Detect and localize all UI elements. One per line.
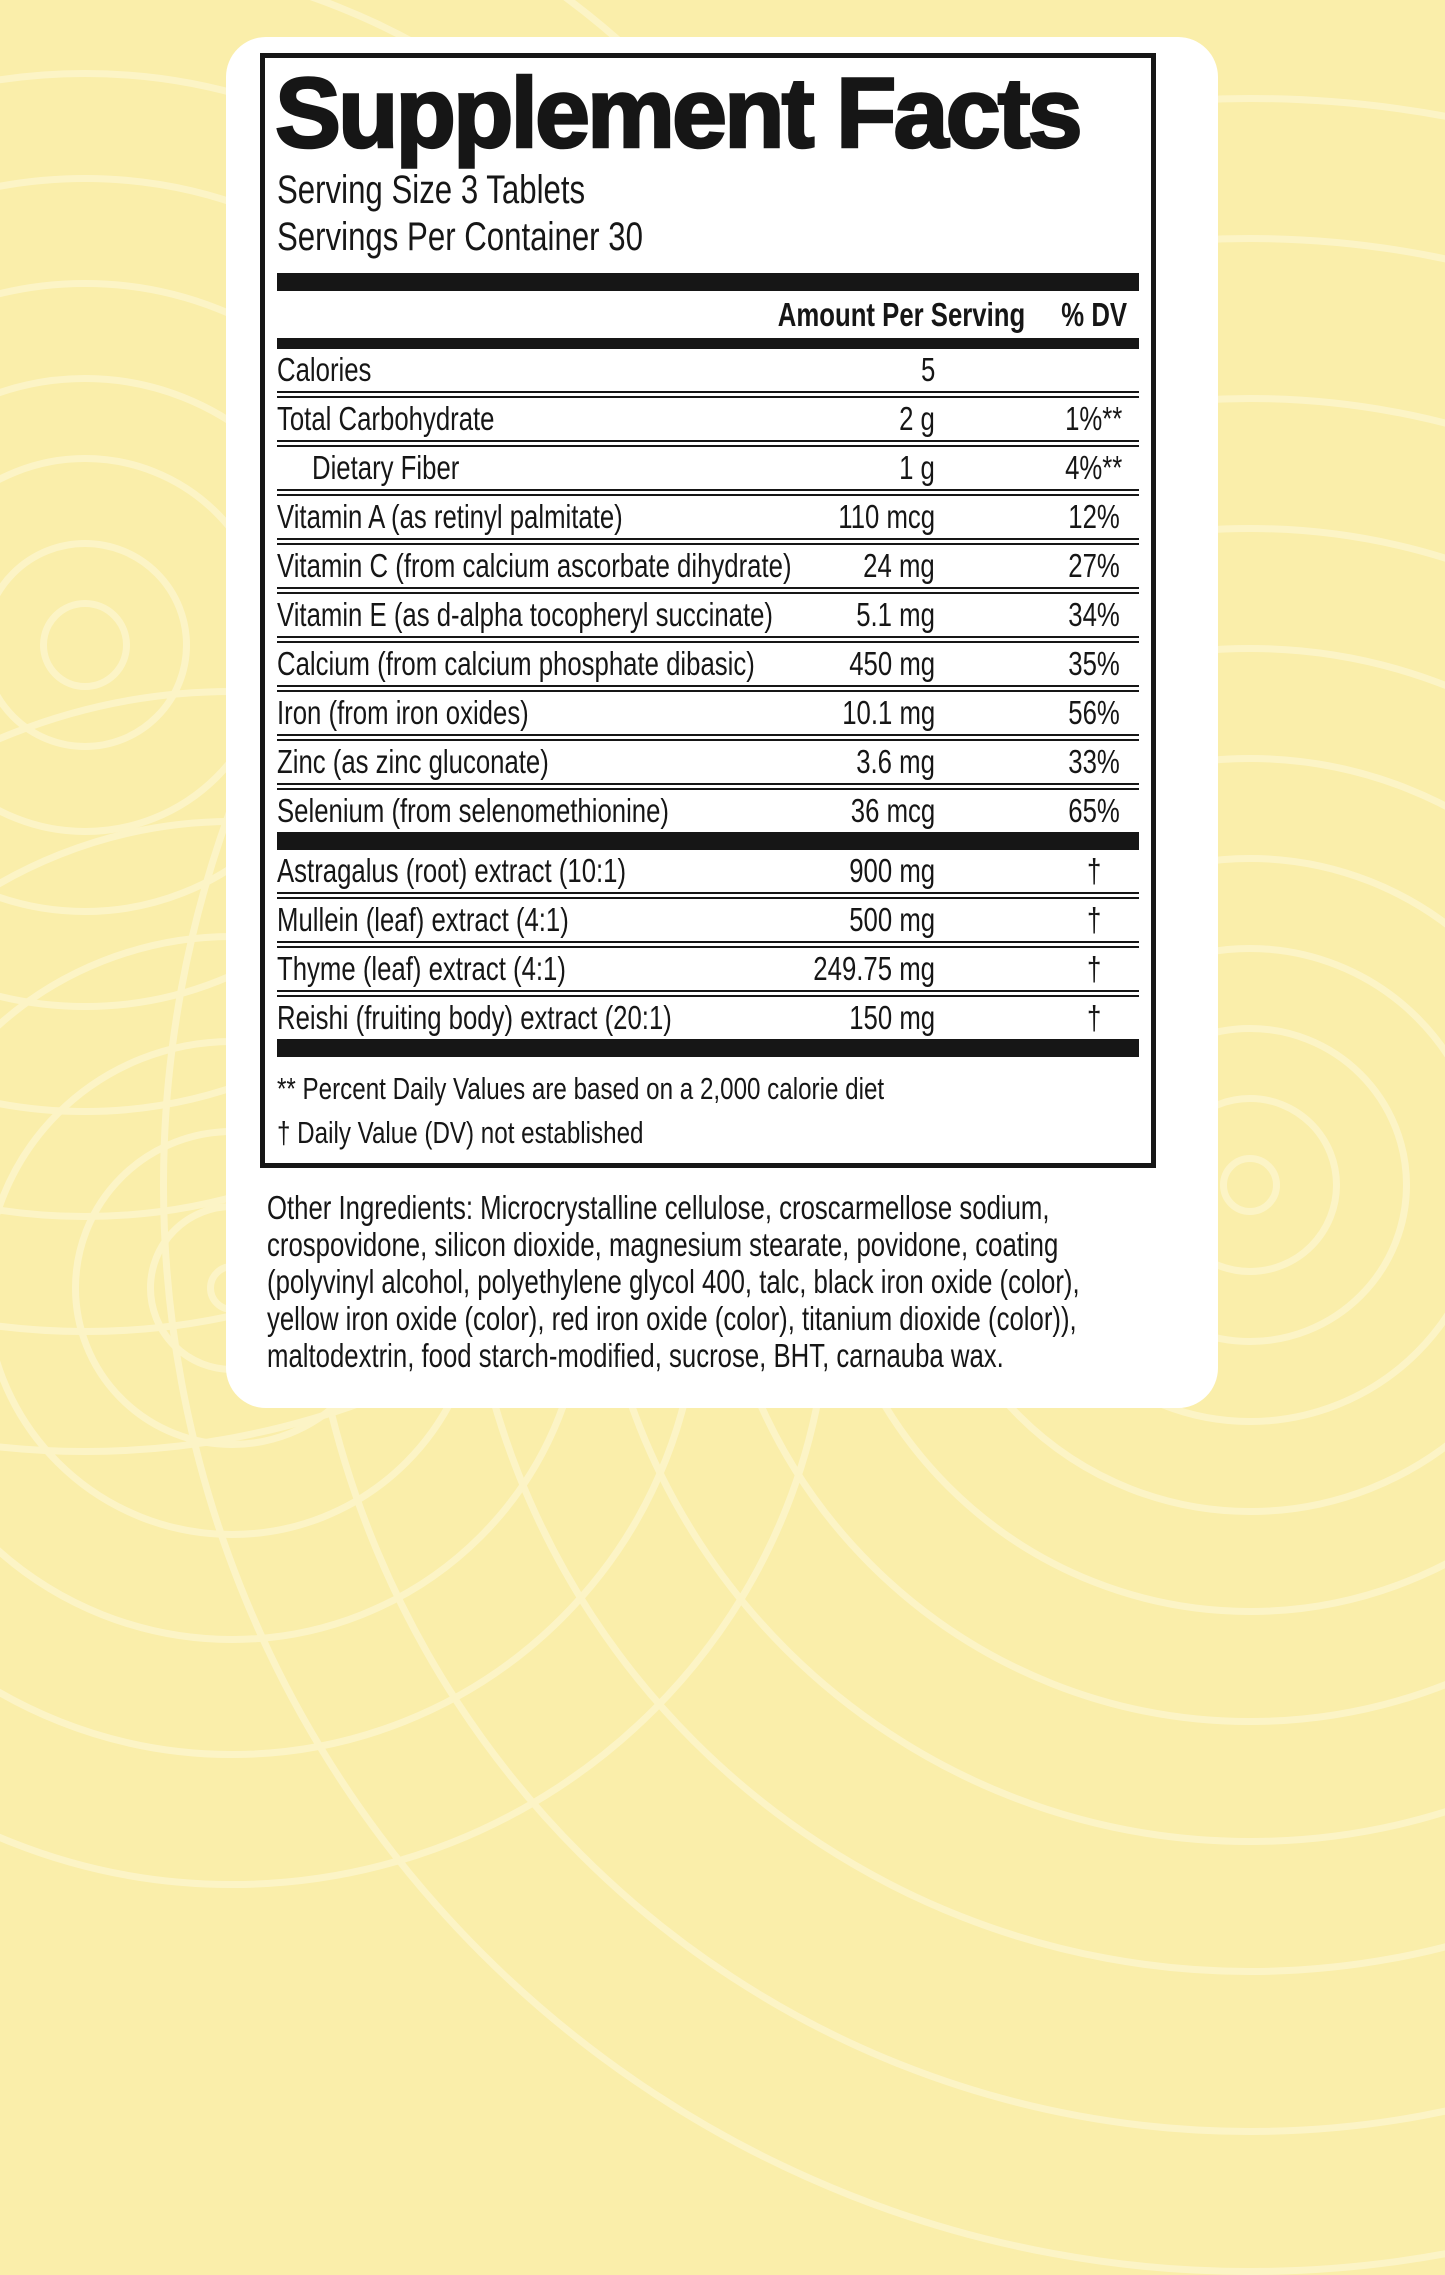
row-separator xyxy=(277,636,1139,644)
nutrient-dv: 56% xyxy=(1068,694,1120,732)
nutrient-name: Vitamin A (as retinyl palmitate) xyxy=(277,498,623,536)
nutrient-amount: 900 mg xyxy=(849,852,935,890)
column-header-dv: % DV xyxy=(1061,295,1127,333)
divider-medium xyxy=(277,338,1139,350)
nutrient-amount: 5 xyxy=(920,351,935,389)
row-separator xyxy=(277,489,1139,497)
nutrient-dv: 12% xyxy=(1068,498,1120,536)
row-separator xyxy=(277,941,1139,949)
table-row: Astragalus (root) extract (10:1) 900 mg … xyxy=(277,850,1139,892)
nutrient-dv xyxy=(1049,351,1139,389)
row-separator xyxy=(277,990,1139,998)
nutrient-name: Thyme (leaf) extract (4:1) xyxy=(277,950,566,988)
nutrient-dv: 34% xyxy=(1068,596,1120,634)
nutrient-amount: 150 mg xyxy=(849,999,935,1037)
row-separator xyxy=(277,391,1139,399)
nutrient-name: Total Carbohydrate xyxy=(277,400,495,438)
nutrient-name: Astragalus (root) extract (10:1) xyxy=(277,852,627,890)
table-header: Amount Per Serving % DV xyxy=(277,291,1139,338)
table-row: Vitamin E (as d-alpha tocopheryl succina… xyxy=(277,594,1139,636)
supplement-facts-title: Supplement Facts xyxy=(274,57,1084,168)
nutrient-name: Mullein (leaf) extract (4:1) xyxy=(277,901,569,939)
nutrient-dv: 33% xyxy=(1068,743,1120,781)
row-separator xyxy=(277,685,1139,693)
nutrient-amount: 36 mcg xyxy=(850,792,935,830)
row-separator xyxy=(277,734,1139,742)
column-header-amount: Amount Per Serving xyxy=(777,295,1025,333)
nutrient-dv: 4%** xyxy=(1065,449,1123,487)
row-separator xyxy=(277,587,1139,595)
nutrient-name: Reishi (fruiting body) extract (20:1) xyxy=(277,999,672,1037)
nutrient-amount: 3.6 mg xyxy=(856,743,935,781)
table-row: Calcium (from calcium phosphate dibasic)… xyxy=(277,643,1139,685)
nutrient-amount: 500 mg xyxy=(849,901,935,939)
nutrient-dv: 27% xyxy=(1068,547,1120,585)
nutrient-name: Selenium (from selenomethionine) xyxy=(277,792,670,830)
other-ingredients: Other Ingredients: Microcrystalline cell… xyxy=(267,1189,1080,1374)
table-row: Iron (from iron oxides) 10.1 mg 56% xyxy=(277,692,1139,734)
nutrient-name: Vitamin E (as d-alpha tocopheryl succina… xyxy=(277,596,773,634)
nutrient-name: Calories xyxy=(277,351,372,389)
row-separator xyxy=(277,538,1139,546)
nutrient-dv: † xyxy=(1086,950,1102,988)
table-row: Vitamin C (from calcium ascorbate dihydr… xyxy=(277,545,1139,587)
footnote-daily-values: ** Percent Daily Values are based on a 2… xyxy=(277,1071,885,1107)
nutrient-amount: 1 g xyxy=(899,449,935,487)
nutrient-amount: 5.1 mg xyxy=(856,596,935,634)
table-row: Vitamin A (as retinyl palmitate) 110 mcg… xyxy=(277,496,1139,538)
footnote-dv-not-established: † Daily Value (DV) not established xyxy=(277,1115,644,1151)
nutrient-dv: † xyxy=(1086,901,1102,939)
nutrient-amount: 110 mcg xyxy=(838,498,935,536)
row-separator xyxy=(277,892,1139,900)
table-row: Mullein (leaf) extract (4:1) 500 mg † xyxy=(277,899,1139,941)
supplement-facts-box: Supplement Facts Serving Size 3 Tablets … xyxy=(260,53,1156,1168)
row-separator xyxy=(277,440,1139,448)
serving-size: Serving Size 3 Tablets xyxy=(277,168,586,213)
nutrient-dv: 35% xyxy=(1068,645,1120,683)
footnotes: ** Percent Daily Values are based on a 2… xyxy=(277,1067,1139,1155)
divider-thick xyxy=(277,832,1139,851)
table-row: Reishi (fruiting body) extract (20:1) 15… xyxy=(277,997,1139,1039)
table-row: Dietary Fiber 1 g 4%** xyxy=(277,447,1139,489)
nutrient-dv: 1%** xyxy=(1065,400,1123,438)
nutrient-amount: 24 mg xyxy=(863,547,935,585)
table-row: Total Carbohydrate 2 g 1%** xyxy=(277,398,1139,440)
table-row: Thyme (leaf) extract (4:1) 249.75 mg † xyxy=(277,948,1139,990)
servings-per-container: Servings Per Container 30 xyxy=(277,215,643,260)
nutrient-name: Dietary Fiber xyxy=(312,449,460,487)
nutrient-amount: 2 g xyxy=(899,400,935,438)
nutrient-name: Iron (from iron oxides) xyxy=(277,694,529,732)
nutrient-amount: 249.75 mg xyxy=(813,950,935,988)
nutrient-dv: † xyxy=(1086,999,1102,1037)
table-row: Calories 5 xyxy=(277,349,1139,391)
nutrient-dv: 65% xyxy=(1068,792,1120,830)
nutrient-name: Calcium (from calcium phosphate dibasic) xyxy=(277,645,755,683)
row-separator xyxy=(277,783,1139,791)
nutrient-amount: 450 mg xyxy=(849,645,935,683)
table-row: Zinc (as zinc gluconate) 3.6 mg 33% xyxy=(277,741,1139,783)
nutrient-amount: 10.1 mg xyxy=(841,694,935,732)
divider-thick xyxy=(277,273,1139,292)
table-row: Selenium (from selenomethionine) 36 mcg … xyxy=(277,790,1139,832)
label-panel: Supplement Facts Serving Size 3 Tablets … xyxy=(226,37,1218,1408)
divider-thick xyxy=(277,1039,1139,1058)
nutrient-name: Vitamin C (from calcium ascorbate dihydr… xyxy=(277,547,792,585)
nutrient-dv: † xyxy=(1086,852,1102,890)
nutrient-name: Zinc (as zinc gluconate) xyxy=(277,743,549,781)
